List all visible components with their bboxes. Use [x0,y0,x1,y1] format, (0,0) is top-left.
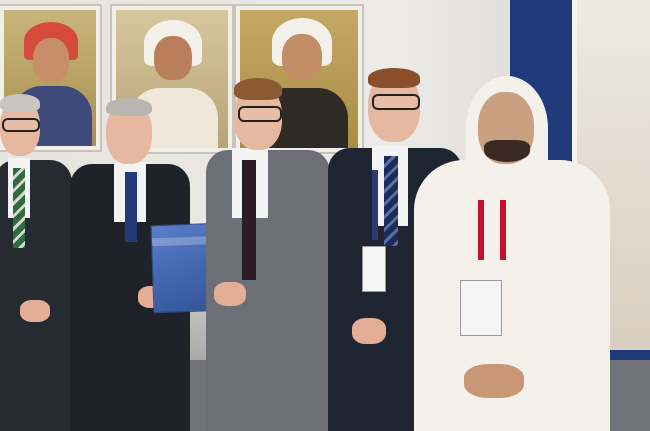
name-badge [460,280,502,336]
portrait-frame-middle [112,6,232,152]
name-badge [362,246,386,292]
